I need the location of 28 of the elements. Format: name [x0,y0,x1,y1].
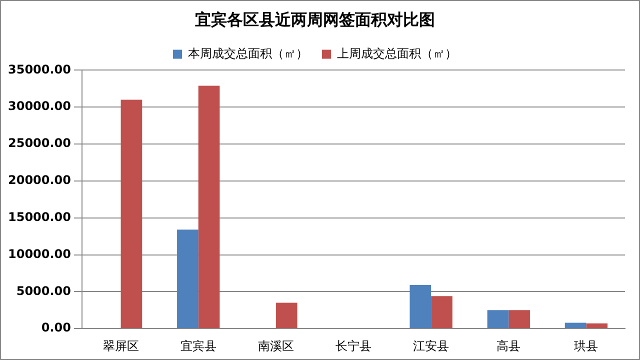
legend-label: 上周成交总面积（㎡） [337,46,457,60]
x-tick-label: 珙县 [574,338,598,353]
y-tick-label: 20000.00 [8,173,72,188]
bar [487,310,509,328]
bar [564,322,586,328]
legend-label: 本周成交总面积（㎡） [188,46,308,60]
bar [198,86,220,328]
x-tick-label: 高县 [496,338,521,353]
y-tick-label: 10000.00 [8,246,72,261]
bar [177,230,198,328]
y-tick-label: 5000.00 [16,284,72,298]
y-tick-label: 35000.00 [8,62,72,76]
y-tick-label: 0.00 [41,320,72,335]
y-tick-label: 30000.00 [8,99,72,114]
bar [120,100,142,328]
x-tick-label: 长宁县 [336,338,372,353]
x-tick-label: 翠屏区 [102,338,139,353]
bar [410,285,432,328]
bar [586,323,608,328]
y-tick-label: 25000.00 [8,136,72,150]
x-tick-label: 宜宾县 [180,338,216,353]
x-tick-label: 江安县 [413,338,450,353]
y-tick-label: 15000.00 [8,210,72,224]
x-tick-label: 南溪区 [258,338,294,353]
bar [431,296,452,328]
chart-title: 宜宾各区县近两周网签面积对比图 [195,10,435,29]
bar [508,310,530,328]
bar [276,302,298,328]
